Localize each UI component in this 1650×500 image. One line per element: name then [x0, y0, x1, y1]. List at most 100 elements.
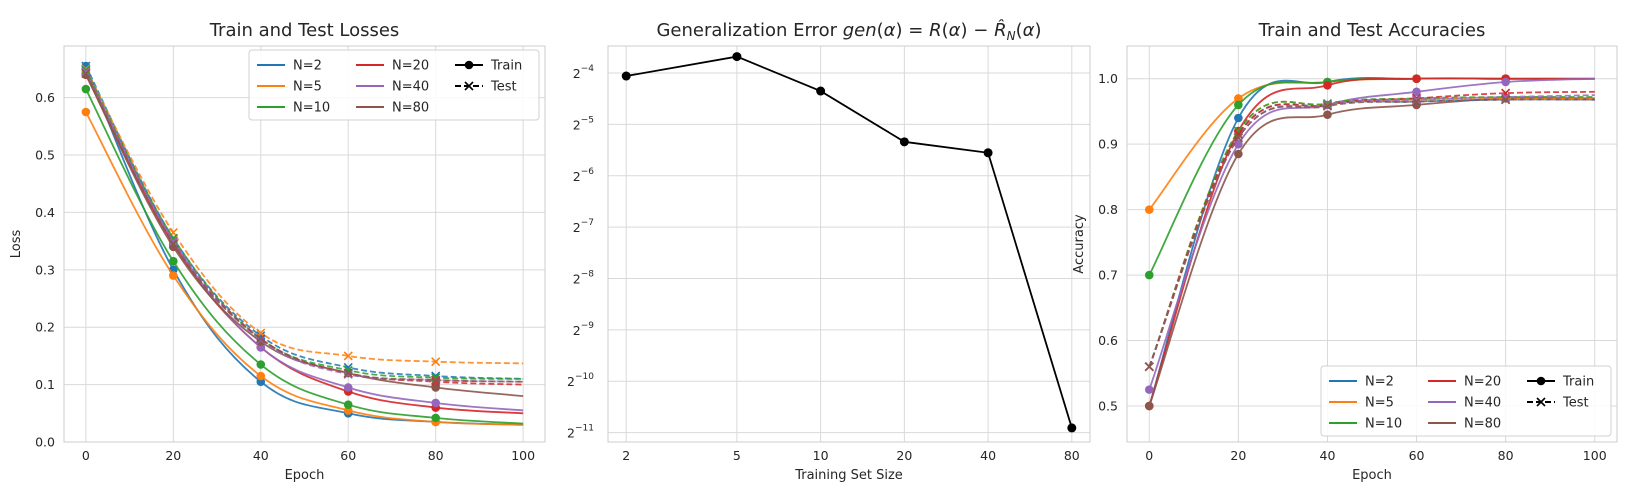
test-marker-n-5	[343, 351, 353, 361]
x-tick-label: 60	[1409, 448, 1425, 463]
panel-train-and-test-losses: 0 20 40 60 80 100 0.0 0.1 0.2 0.3 0.4 0.5 0.6 Epoch Lo…	[9, 20, 546, 483]
test-marker-stroke	[81, 68, 91, 79]
train-marker-n-10	[81, 84, 91, 94]
series-line-n-2-test	[1148, 98, 1595, 368]
y-tick-label: 2−5	[573, 115, 594, 132]
legend-marker-test	[464, 81, 474, 91]
x-tick-label: 10	[813, 448, 829, 463]
panel-generalization-error: 2 5 10 20 40 80 2−11 2−10 2−9 2−8 2−7 2−6 2−5 2−4 Trai…	[567, 20, 1091, 483]
legend-label-n-20: N=20	[392, 59, 429, 74]
x-tick-label: 40	[980, 448, 996, 463]
train-marker-n-5	[169, 271, 178, 280]
test-marker-n-80	[81, 68, 91, 79]
y-axis-label: Accuracy	[1072, 214, 1087, 274]
test-marker-stroke	[431, 377, 441, 387]
y-tick-label: 0.4	[35, 205, 55, 220]
x-tick-label: 20	[165, 448, 181, 463]
x-tick-label: 100	[511, 448, 535, 463]
series-line-n-80-train	[85, 74, 524, 397]
test-marker-stroke	[168, 236, 178, 246]
x-tick-label: 5	[733, 448, 741, 463]
test-marker-n-20	[431, 377, 441, 387]
series-lines	[81, 61, 524, 427]
x-tick-label: 80	[428, 448, 444, 463]
y-tick-label: 0.5	[35, 148, 55, 163]
data-point	[899, 137, 909, 147]
train-marker-n-5	[81, 107, 91, 117]
train-marker-n-10	[169, 256, 178, 266]
train-marker-n-5	[1234, 94, 1243, 103]
legend-marker-train	[464, 60, 474, 70]
y-tick-label: 0.8	[1098, 202, 1118, 217]
legend-label-n-10: N=10	[1365, 417, 1402, 432]
test-marker-n-80	[168, 239, 178, 249]
x-tick-label: 2	[622, 448, 630, 463]
test-marker-n-20	[1501, 88, 1511, 98]
series-line-n-40-train	[1148, 77, 1595, 390]
test-marker-stroke	[1233, 129, 1243, 139]
train-marker-n-80	[1323, 110, 1332, 120]
train-marker-n-2	[1234, 113, 1243, 123]
y-tick-label: 2−7	[573, 218, 594, 235]
test-marker-n-10	[81, 65, 91, 75]
y-tick-label: 0.5	[1098, 399, 1118, 414]
test-marker-n-80	[343, 368, 353, 378]
x-tick-label: 100	[1583, 448, 1607, 463]
train-marker-n-40	[1234, 139, 1243, 149]
legend-label-n-20: N=20	[1464, 375, 1501, 390]
train-marker-n-10	[431, 413, 440, 423]
test-marker-n-40	[81, 67, 91, 77]
y-tick-label: 0.7	[1098, 268, 1118, 283]
x-tick-label: 40	[253, 448, 269, 463]
train-marker-n-10	[1234, 100, 1243, 110]
x-tick-label: 80	[1064, 448, 1080, 463]
test-marker-n-80	[1144, 362, 1154, 372]
legend-label-n-40: N=40	[1464, 396, 1501, 411]
test-marker-n-80	[1322, 101, 1333, 111]
train-marker-n-10	[1144, 270, 1154, 280]
train-marker-n-10	[343, 400, 353, 409]
x-tick-label: 20	[1230, 448, 1246, 463]
y-tick-label: 2−11	[567, 424, 594, 441]
train-marker-n-40	[343, 383, 353, 392]
test-marker-stroke	[343, 368, 353, 378]
test-marker-stroke	[1411, 97, 1422, 107]
y-tick-label: 0.3	[35, 262, 55, 277]
data-point	[1067, 423, 1077, 433]
test-marker-stroke	[1233, 126, 1243, 136]
series-lines	[1144, 74, 1595, 411]
chart-title: Train and Test Accuracies	[1258, 20, 1486, 41]
train-marker-n-5	[256, 371, 266, 381]
y-tick-label: 0.9	[1098, 137, 1118, 152]
legend-label-n-80: N=80	[1464, 417, 1501, 432]
y-tick-label: 0.2	[35, 320, 55, 335]
data-point	[816, 86, 826, 96]
legend-label-train: Train	[1562, 375, 1594, 390]
test-marker-stroke	[431, 375, 441, 385]
legend: N=2 N=5 N=10 N=20 N=40 N=80 Train Test	[1320, 365, 1612, 437]
train-marker-n-20	[1412, 74, 1421, 84]
x-tick-label: 0	[82, 448, 90, 463]
y-tick-label: 2−6	[573, 167, 594, 184]
train-marker-n-80	[1234, 149, 1243, 159]
legend-label-test: Test	[490, 80, 517, 95]
x-tick-label: 80	[1498, 448, 1514, 463]
plot-frame	[63, 45, 546, 443]
chart-title: Train and Test Losses	[209, 20, 400, 41]
test-marker-n-80	[431, 375, 441, 385]
test-marker-stroke	[1233, 133, 1243, 143]
plot-frame	[1126, 45, 1618, 443]
legend-marker-train	[1536, 376, 1546, 386]
x-axis-label: Epoch	[285, 468, 325, 483]
test-marker-stroke	[1501, 88, 1511, 98]
legend-label-n-10: N=10	[293, 101, 330, 116]
legend-label-n-2: N=2	[293, 59, 322, 74]
y-tick-label: 2−8	[573, 269, 594, 286]
panel-train-and-test-accuracies: 0 20 40 60 80 100 0.5 0.6 0.7 0.8 0.9 1.0 Epoch Accur…	[1072, 20, 1618, 483]
test-marker-n-40	[343, 369, 353, 379]
y-tick-label: 2−9	[573, 321, 594, 338]
y-tick-label: 0.1	[35, 377, 55, 392]
series-line-n-2-train	[1148, 77, 1595, 407]
test-marker-n-80	[1501, 95, 1511, 105]
data-point	[732, 52, 742, 62]
